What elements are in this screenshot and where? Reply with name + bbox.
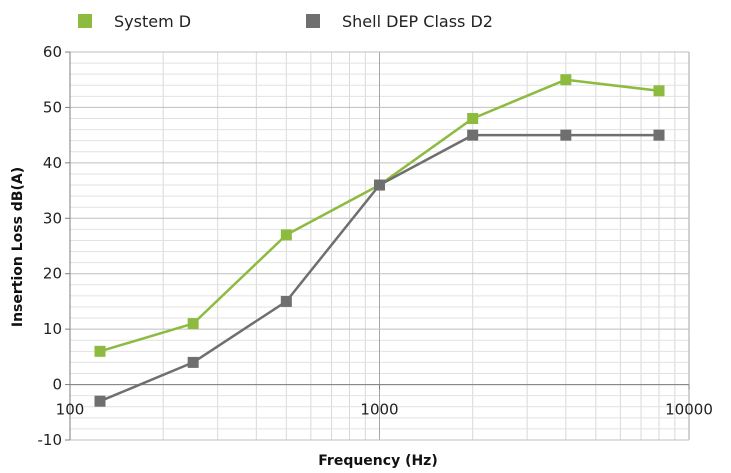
y-tick-label: 20 xyxy=(43,265,62,283)
y-tick-labels: -10 0 10 20 30 40 50 60 xyxy=(38,43,63,449)
legend-swatch-shell-dep xyxy=(306,14,320,28)
series-0-point xyxy=(187,318,199,330)
x-axis-label: Frequency (Hz) xyxy=(318,453,437,469)
y-tick-label: 60 xyxy=(43,43,62,61)
legend-item-shell-dep: Shell DEP Class D2 xyxy=(306,8,493,34)
series-0-point xyxy=(94,345,106,357)
y-axis-label: Insertion Loss dB(A) xyxy=(10,167,26,327)
minor-gridlines xyxy=(70,52,689,440)
legend-label-system-d: System D xyxy=(114,11,192,31)
series-1-point xyxy=(280,295,292,307)
x-tick-label: 100 xyxy=(56,401,85,419)
axes xyxy=(65,51,690,441)
series-1-point xyxy=(653,129,665,141)
series-0-point xyxy=(280,229,292,241)
x-tick-label: 10000 xyxy=(665,401,713,419)
series-1-point xyxy=(94,395,106,407)
y-tick-label: 40 xyxy=(43,154,62,172)
legend-item-system-d: System D xyxy=(78,8,191,34)
series-1-point xyxy=(187,356,199,368)
y-tick-label: 0 xyxy=(52,376,62,394)
series-0-point xyxy=(653,85,665,97)
x-tick-labels: 100 1000 10000 xyxy=(56,401,713,419)
y-tick-label: 50 xyxy=(43,98,62,116)
series-1-point xyxy=(560,129,572,141)
y-tick-label: 10 xyxy=(43,320,62,338)
y-tick-label: -10 xyxy=(38,431,63,449)
series-0-point xyxy=(560,74,572,86)
y-tick-label: 30 xyxy=(43,209,62,227)
series-0-point xyxy=(467,113,479,125)
series-1-point xyxy=(374,179,385,191)
chart-legend: System D Shell DEP Class D2 xyxy=(0,8,731,34)
series-layer xyxy=(94,74,665,407)
legend-label-shell-dep: Shell DEP Class D2 xyxy=(342,11,493,31)
series-1-point xyxy=(467,129,479,141)
x-tick-label: 1000 xyxy=(360,401,398,419)
legend-swatch-system-d xyxy=(78,14,92,28)
